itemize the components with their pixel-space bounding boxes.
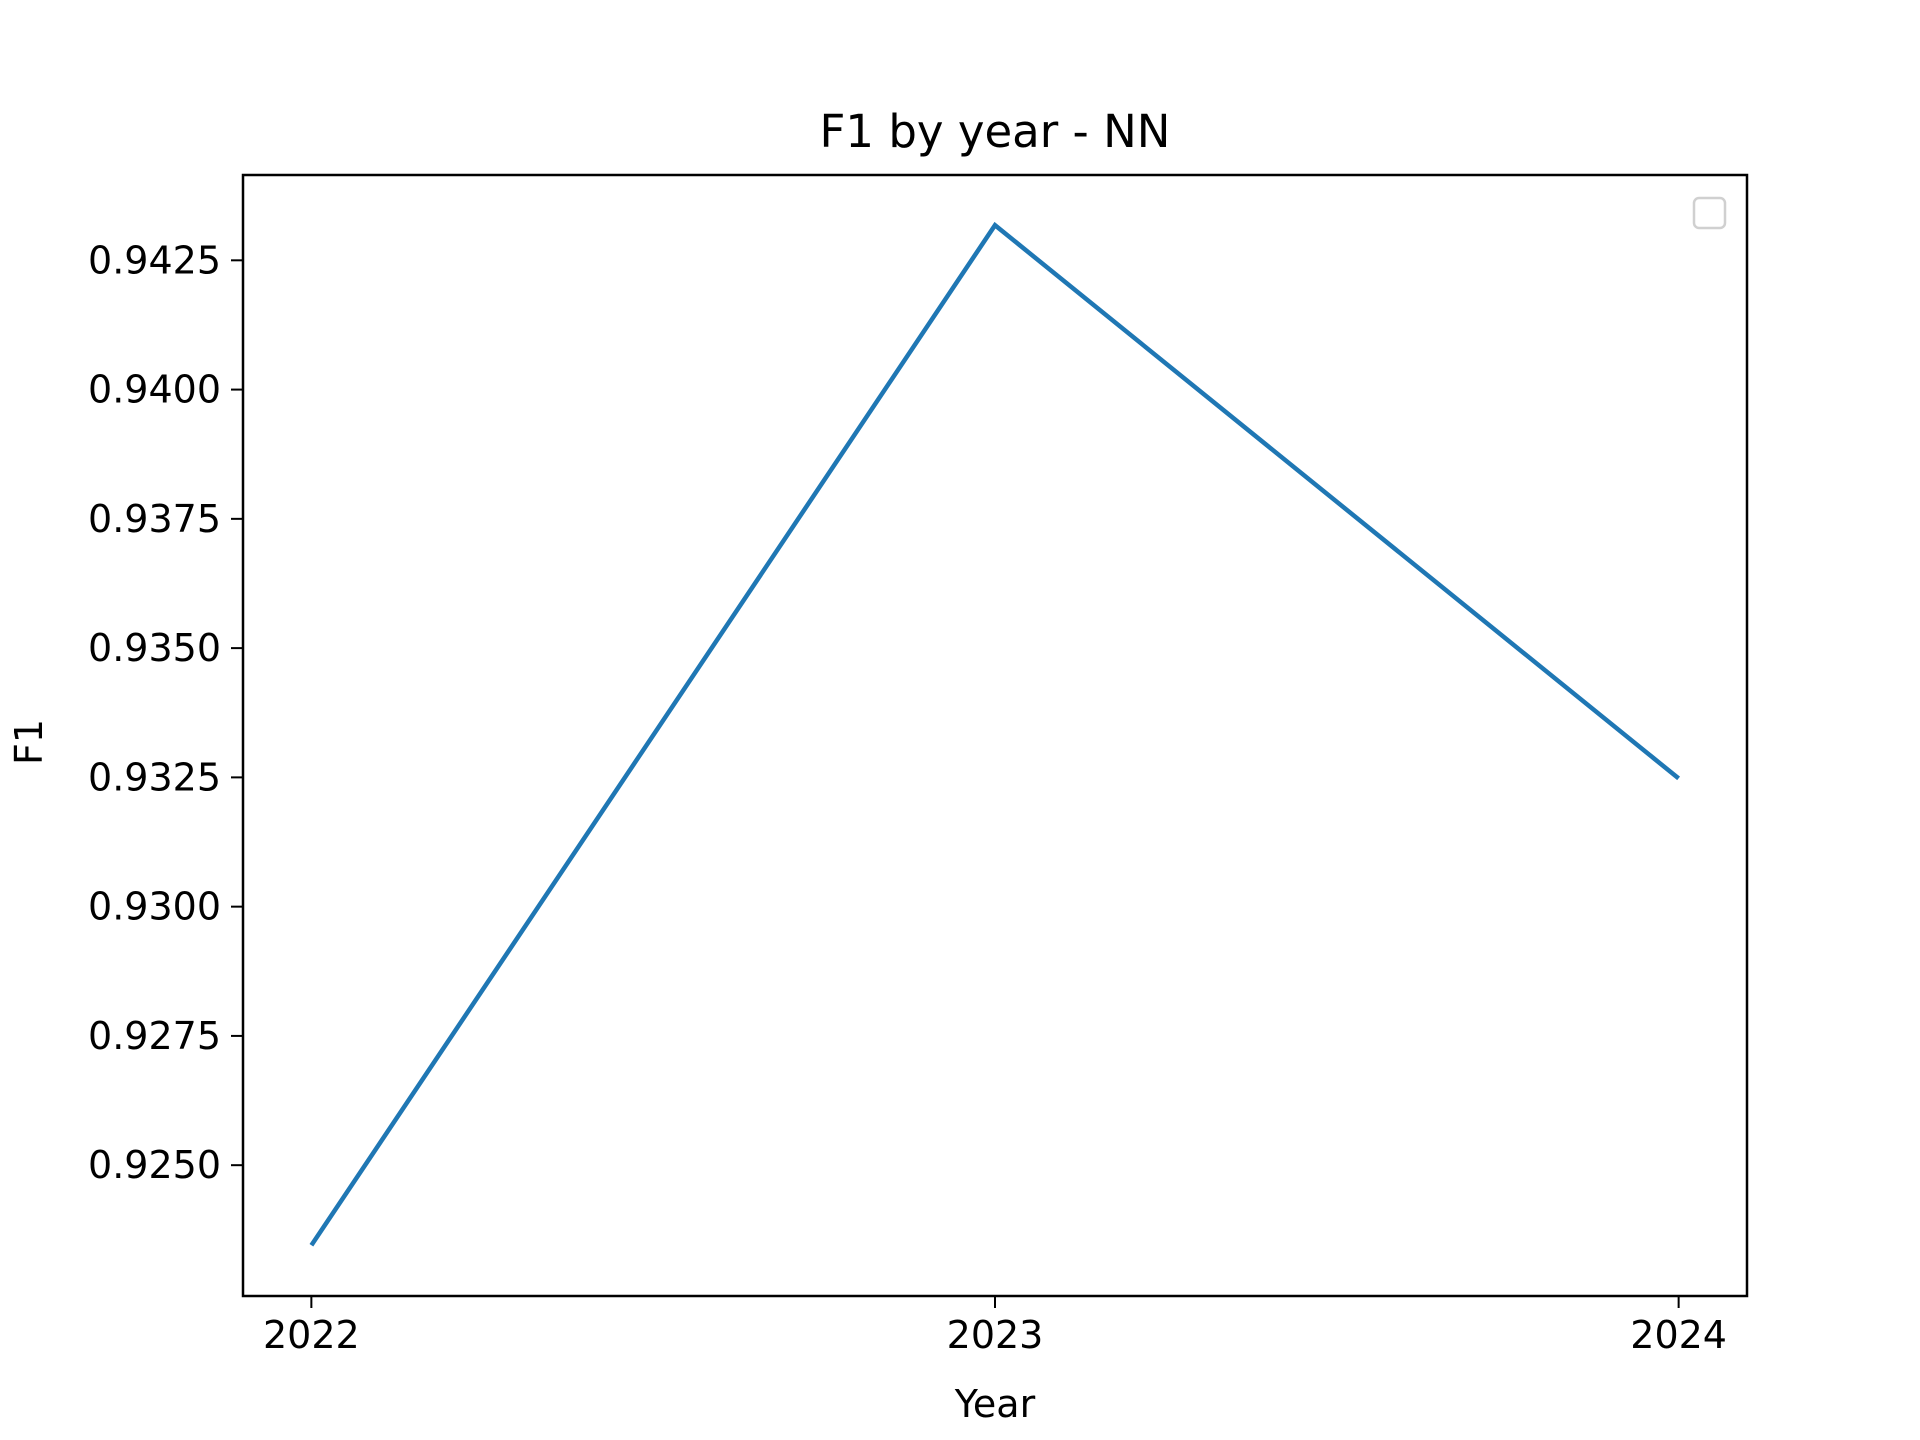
chart-title: F1 by year - NN: [820, 105, 1171, 158]
y-tick-label-1: 0.9275: [88, 1014, 221, 1058]
legend-box: [1692, 196, 1727, 230]
y-tick-label-3: 0.9325: [88, 755, 221, 799]
x-axis-label: Year: [954, 1382, 1036, 1426]
y-tick-label-6: 0.9400: [88, 368, 221, 412]
y-tick-label-2: 0.9300: [88, 885, 221, 929]
series-line-0: [309, 221, 1681, 1247]
y-tick-label-7: 0.9425: [88, 238, 221, 282]
plot-area: 2022 2023 2024 0.9250 0.9275 0.9300 0.9325 0.93…: [88, 173, 1749, 1357]
y-axis-label: F1: [7, 719, 51, 765]
x-tick-label-1: 2023: [947, 1313, 1044, 1357]
x-tick-label-2: 2024: [1630, 1313, 1727, 1357]
y-tick-label-0: 0.9250: [88, 1143, 221, 1187]
y-tick-label-5: 0.9375: [88, 497, 221, 541]
y-tick-label-4: 0.9350: [88, 626, 221, 670]
x-tick-label-0: 2022: [263, 1313, 360, 1357]
